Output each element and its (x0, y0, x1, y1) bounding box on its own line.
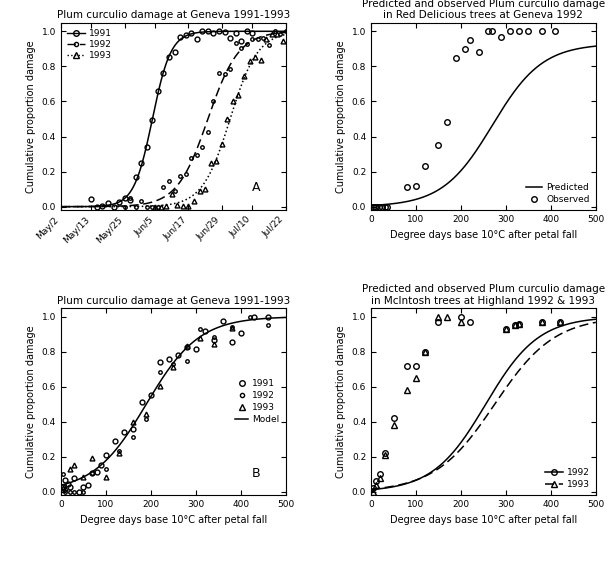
Y-axis label: Cumulative proportion damage: Cumulative proportion damage (336, 40, 346, 193)
Observed (376, 203, 383, 210)
Observed (551, 28, 559, 35)
Line: Observed: Observed (370, 29, 558, 209)
Predicted (551, 52, 559, 59)
Text: A: A (252, 181, 260, 194)
Observed (379, 203, 386, 210)
Observed (421, 163, 429, 169)
Observed (462, 46, 469, 52)
Observed (444, 119, 451, 126)
Legend: 1991, 1992, 1993: 1991, 1992, 1993 (65, 27, 114, 62)
Line: Predicted: Predicted (371, 46, 596, 205)
Predicted (587, 43, 594, 50)
Legend: 1991, 1992, 1993, Model: 1991, 1992, 1993, Model (233, 377, 281, 426)
Observed (525, 28, 532, 35)
Observed (381, 203, 388, 210)
Predicted (367, 202, 375, 209)
Observed (516, 28, 523, 35)
Predicted (489, 122, 496, 128)
Observed (485, 28, 492, 35)
Observed (489, 28, 496, 35)
Predicted (475, 143, 483, 150)
X-axis label: Degree days base 10°C after petal fall: Degree days base 10°C after petal fall (80, 515, 267, 525)
Legend: 1992, 1993: 1992, 1993 (543, 466, 592, 491)
Observed (453, 54, 460, 61)
Y-axis label: Cumulative proportion damage: Cumulative proportion damage (26, 40, 36, 193)
Title: Plum curculio damage at Geneva 1991-1993: Plum curculio damage at Geneva 1991-1993 (57, 296, 290, 306)
Observed (538, 28, 545, 35)
Observed (373, 203, 380, 210)
Observed (466, 37, 474, 43)
Observed (498, 33, 505, 40)
X-axis label: Degree days base 10°C after petal fall: Degree days base 10°C after petal fall (390, 515, 577, 525)
Y-axis label: Cumulative proportion damage: Cumulative proportion damage (336, 325, 346, 478)
Y-axis label: Cumulative proportion damage: Cumulative proportion damage (26, 325, 36, 478)
Observed (475, 49, 483, 56)
Title: Plum curculio damage at Geneva 1991-1993: Plum curculio damage at Geneva 1991-1993 (57, 10, 290, 20)
Predicted (474, 145, 482, 151)
Title: Predicted and observed Plum curculio damage
in McIntosh trees at Highland 1992 &: Predicted and observed Plum curculio dam… (362, 284, 605, 306)
X-axis label: Degree days base 10°C after petal fall: Degree days base 10°C after petal fall (390, 230, 577, 240)
Observed (370, 203, 377, 210)
Predicted (501, 102, 508, 109)
Legend: Predicted, Observed: Predicted, Observed (524, 181, 592, 205)
Observed (383, 203, 390, 210)
Text: B: B (252, 467, 260, 480)
Observed (412, 182, 420, 189)
Observed (403, 184, 410, 191)
Predicted (592, 43, 599, 50)
Title: Predicted and observed Plum curculio damage
in Red Delicious trees at Geneva 199: Predicted and observed Plum curculio dam… (362, 0, 605, 20)
Observed (506, 28, 514, 35)
Observed (435, 142, 442, 149)
Observed (371, 203, 378, 210)
